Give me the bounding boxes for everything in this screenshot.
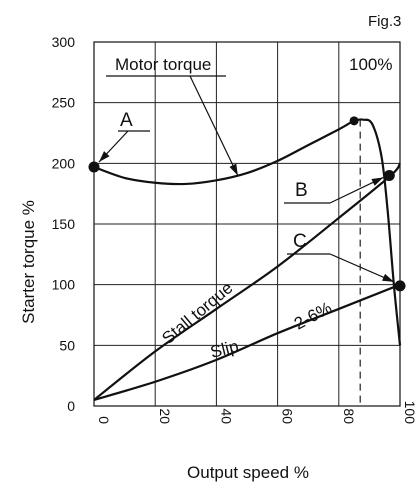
plot-frame: [93, 41, 401, 407]
point-peak-torque: [349, 116, 359, 126]
y-tick-label-250: 250: [52, 95, 76, 111]
x-tick-labels: 0 20 40 60 80 100: [96, 401, 416, 425]
series-label-slip: Slip: [208, 337, 240, 362]
x-tick-label-80: 80: [341, 408, 357, 424]
figure-label: Fig.3: [368, 13, 401, 30]
point-b: [383, 169, 395, 181]
leader-lines: [98, 75, 395, 283]
y-tick-label-300: 300: [52, 34, 76, 50]
leader-motor-torque-head: [229, 163, 238, 176]
x-tick-label-0: 0: [96, 416, 112, 424]
x-axis-label: Output speed %: [187, 463, 309, 482]
point-label-b: B: [295, 180, 308, 201]
leader-motor-torque: [189, 75, 239, 176]
points-group: [88, 116, 406, 292]
series-slip: [93, 283, 401, 401]
point-label-a: A: [120, 110, 133, 131]
series-motor-torque: [93, 118, 402, 346]
point-label-c: C: [293, 231, 307, 252]
x-tick-label-20: 20: [157, 408, 173, 424]
y-tick-label-100: 100: [52, 277, 76, 293]
leader-a-head: [99, 151, 110, 162]
x-tick-label-60: 60: [280, 408, 296, 424]
series-stall-torque: [93, 162, 401, 401]
series-group: [93, 118, 402, 401]
y-tick-label-50: 50: [59, 337, 75, 353]
x-tick-label-100: 100: [402, 401, 416, 425]
series-label-stall-torque: Stall torque: [158, 278, 236, 348]
leader-c-head: [382, 273, 394, 282]
series-label-motor-torque: Motor torque: [115, 55, 211, 74]
y-axis-label: Starter torque %: [19, 200, 38, 324]
y-tick-label-0: 0: [67, 398, 75, 414]
y-tick-label-150: 150: [52, 216, 76, 232]
annotation-slip-range: 2-6%: [291, 298, 335, 333]
annotation-100-percent: 100%: [349, 55, 392, 74]
leader-b-head: [371, 177, 384, 186]
grid: [93, 41, 401, 407]
leader-c: [329, 253, 395, 283]
y-tick-label-200: 200: [52, 155, 76, 171]
y-tick-labels: 0 50 100 150 200 250 300: [52, 34, 76, 414]
x-tick-label-40: 40: [218, 408, 234, 424]
